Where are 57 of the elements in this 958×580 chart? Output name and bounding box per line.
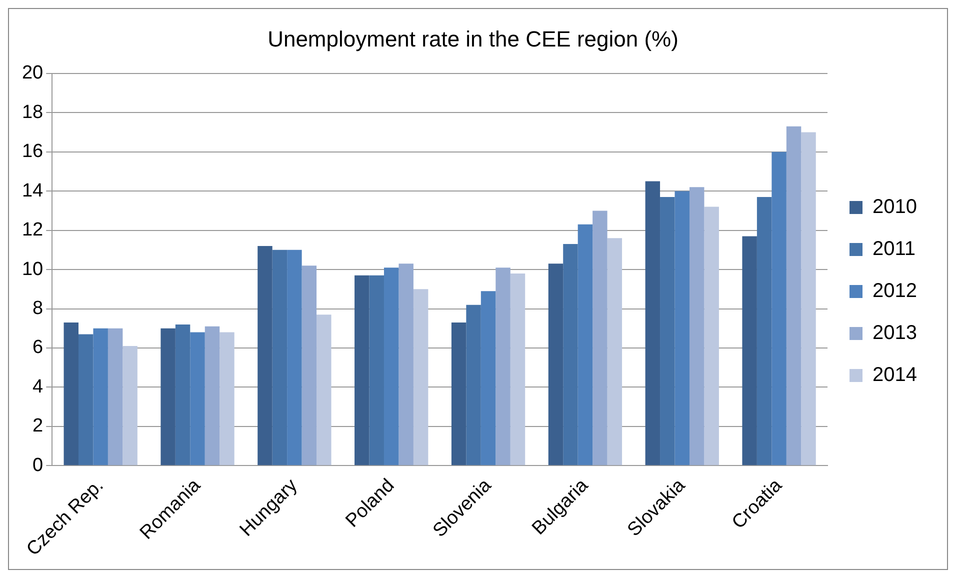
legend-label: 2013 — [872, 322, 918, 344]
y-tick-label: 0 — [32, 454, 44, 476]
y-tick-label: 20 — [22, 62, 44, 84]
bar — [786, 126, 802, 466]
y-tick-label: 14 — [22, 180, 44, 202]
bar — [451, 322, 466, 466]
bar — [78, 334, 94, 466]
bar — [175, 324, 190, 466]
y-tick-label: 2 — [32, 416, 44, 437]
y-tick-label: 18 — [22, 102, 44, 123]
bar — [592, 210, 608, 466]
bar — [496, 268, 510, 466]
bar — [510, 273, 526, 466]
bar — [756, 196, 772, 466]
bar — [689, 187, 704, 466]
bar — [772, 152, 786, 466]
bar — [369, 275, 384, 466]
bar — [480, 291, 496, 466]
bar — [548, 264, 564, 466]
bar — [190, 332, 205, 466]
chart-title: Unemployment rate in the CEE region (%) — [268, 26, 678, 52]
legend-label: 2014 — [872, 364, 918, 386]
bar — [563, 244, 578, 466]
bar — [742, 236, 757, 466]
legend-label: 2011 — [872, 238, 916, 260]
bar — [160, 328, 176, 466]
bar — [354, 275, 370, 466]
bar — [645, 181, 660, 466]
bar — [287, 250, 302, 466]
bar — [220, 332, 234, 466]
legend-label: 2012 — [872, 280, 918, 302]
bar — [466, 304, 481, 466]
bar — [578, 224, 593, 466]
y-tick-label: 16 — [22, 141, 44, 162]
y-tick-label: 12 — [22, 220, 44, 241]
bar — [801, 132, 816, 466]
bar — [272, 250, 288, 466]
bar — [108, 328, 123, 466]
y-tick-label: 4 — [32, 376, 44, 398]
bar — [704, 206, 719, 466]
y-tick-label: 8 — [32, 298, 44, 320]
legend-label: 2010 — [872, 196, 918, 218]
y-tick-label: 10 — [22, 258, 44, 280]
bar — [660, 196, 675, 466]
bar — [302, 266, 317, 466]
bar — [93, 328, 108, 466]
bar — [258, 246, 272, 466]
bar — [398, 264, 414, 466]
bar — [64, 322, 78, 466]
bar — [384, 268, 399, 466]
bar — [204, 326, 220, 466]
bar — [316, 314, 332, 466]
bar — [607, 238, 622, 466]
y-tick-label: 6 — [32, 337, 44, 358]
bar — [413, 289, 428, 466]
bar — [122, 346, 138, 466]
bar — [674, 191, 690, 466]
